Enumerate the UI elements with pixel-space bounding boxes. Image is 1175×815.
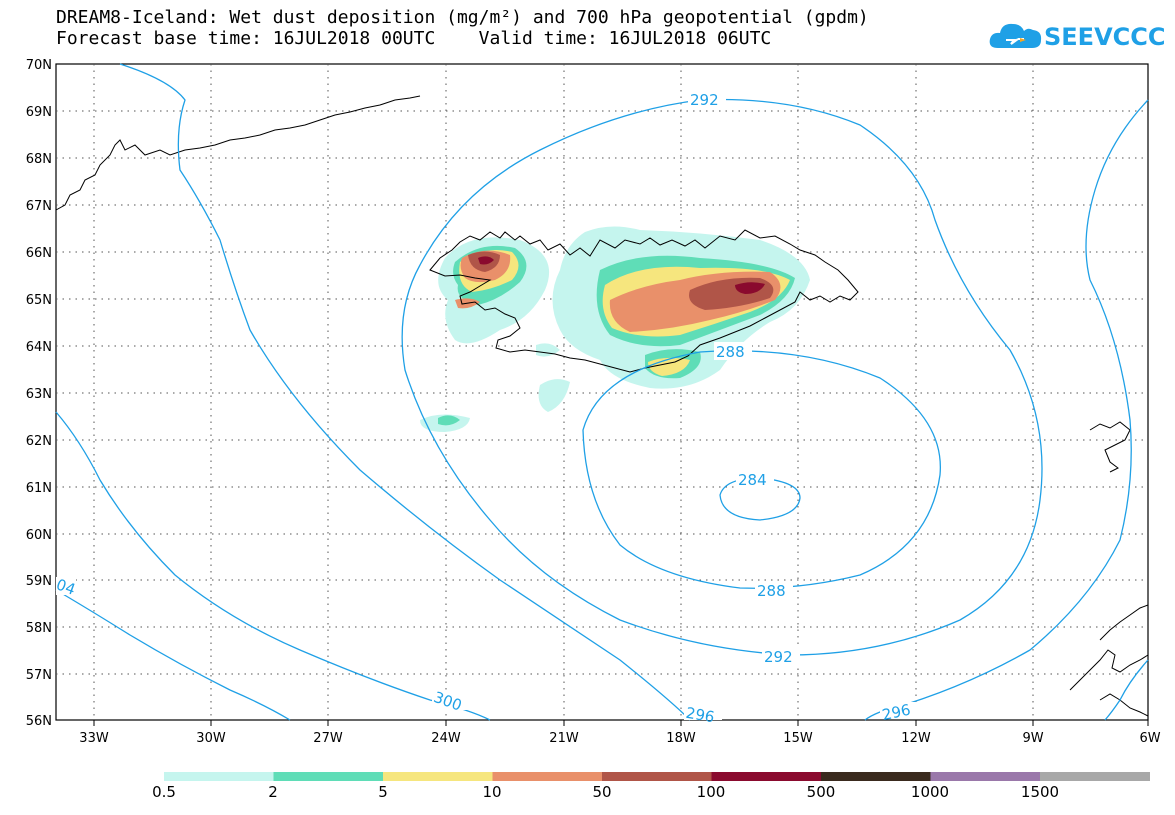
lat-label: 65N (26, 293, 52, 308)
lat-label: 70N (26, 58, 52, 73)
legend-swatch (1040, 772, 1150, 781)
legend-swatch (273, 772, 384, 781)
legend-label: 1500 (1020, 783, 1060, 801)
contour-label: 296 (684, 704, 715, 727)
lon-label: 27W (313, 731, 343, 746)
legend-label: 5 (378, 783, 388, 801)
chart-title: DREAM8-Iceland: Wet dust deposition (mg/… (56, 7, 869, 28)
longitude-labels: 33W 30W 27W 24W 21W 18W 15W 12W 9W 6W (79, 731, 1160, 746)
lon-label: 9W (1022, 731, 1043, 746)
contour-label: 292 (690, 91, 719, 109)
seevccc-logo: SEEVCCC (988, 18, 1166, 58)
legend-swatch (711, 772, 822, 781)
lon-label: 24W (431, 731, 461, 746)
lat-label: 63N (26, 387, 52, 402)
legend-label: 50 (592, 783, 612, 801)
legend-swatch (383, 772, 493, 781)
contour-label: 292 (764, 648, 793, 666)
legend-label: 500 (806, 783, 836, 801)
legend-label: 0.5 (152, 783, 176, 801)
contour-label: 288 (716, 343, 745, 361)
legend-colorbar (164, 772, 1150, 781)
latitude-labels: 70N 69N 68N 67N 66N 65N 64N 63N 62N 61N … (26, 58, 52, 729)
lat-label: 67N (26, 199, 52, 214)
lon-label: 30W (196, 731, 226, 746)
contour-label: 284 (738, 471, 767, 489)
lat-label: 61N (26, 481, 52, 496)
lat-label: 57N (26, 668, 52, 683)
lon-label: 18W (666, 731, 696, 746)
lat-label: 68N (26, 152, 52, 167)
logo-text: SEEVCCC (1044, 23, 1166, 51)
lat-label: 59N (26, 574, 52, 589)
lat-label: 60N (26, 528, 52, 543)
chart-subtitle: Forecast base time: 16JUL2018 00UTC Vali… (56, 28, 772, 49)
lon-label: 15W (783, 731, 813, 746)
contour-label: 296 (880, 701, 912, 725)
lat-label: 62N (26, 434, 52, 449)
lon-label: 33W (79, 731, 109, 746)
cloud-logo-icon (989, 23, 1042, 48)
coastlines (55, 95, 1149, 717)
lon-label: 12W (901, 731, 931, 746)
lat-label: 66N (26, 246, 52, 261)
contour-label: 288 (757, 582, 786, 600)
lat-label: 69N (26, 105, 52, 120)
legend-label: 2 (268, 783, 278, 801)
legend-label: 100 (696, 783, 726, 801)
legend-swatch (492, 772, 603, 781)
contour-labels: 292 288 284 288 292 296 296 300 04 (54, 90, 918, 726)
axis-ticks (93, 720, 1149, 726)
legend-label: 10 (482, 783, 502, 801)
lat-label: 64N (26, 340, 52, 355)
contour-label: 04 (54, 575, 78, 598)
lon-label: 21W (549, 731, 579, 746)
legend-swatch (930, 772, 1041, 781)
map-frame (55, 63, 1149, 721)
lon-label: 6W (1139, 731, 1160, 746)
legend-swatch (602, 772, 712, 781)
legend-swatch (821, 772, 931, 781)
lat-label: 56N (26, 714, 52, 729)
legend-swatch (164, 772, 274, 781)
legend-label: 1000 (910, 783, 950, 801)
lat-label: 58N (26, 621, 52, 636)
dust-deposition-shading (420, 226, 810, 432)
